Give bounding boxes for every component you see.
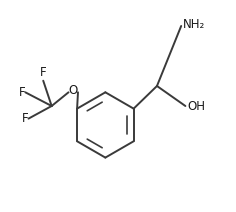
Text: NH₂: NH₂ <box>183 18 206 31</box>
Text: F: F <box>40 66 46 79</box>
Text: OH: OH <box>187 99 206 113</box>
Text: O: O <box>68 84 77 97</box>
Text: F: F <box>22 112 29 125</box>
Text: F: F <box>19 86 25 99</box>
